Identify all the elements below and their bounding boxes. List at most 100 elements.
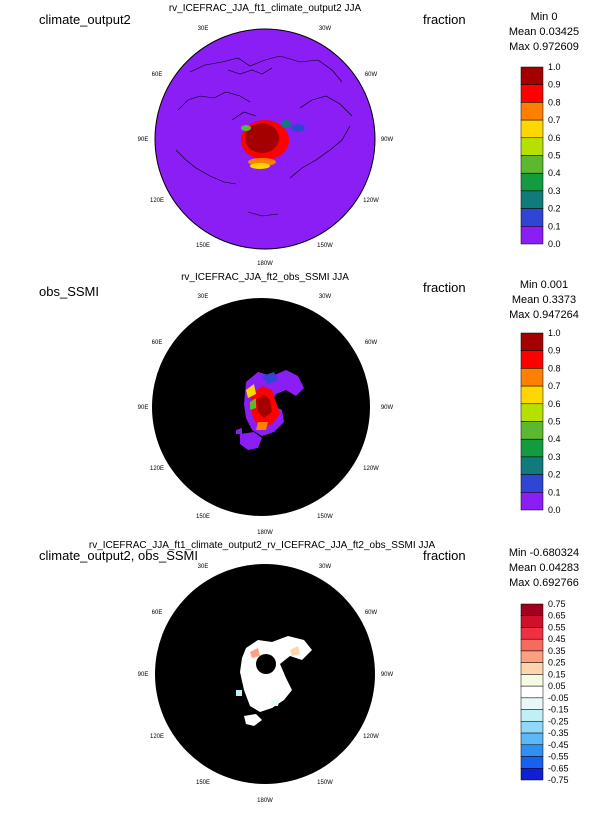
- colorbar-swatch: [520, 744, 544, 757]
- lon-label-120w: 120W: [363, 198, 379, 204]
- colorbar-swatch: [520, 438, 544, 458]
- colorbar-swatch: [520, 474, 544, 493]
- colorbar-tick-label: 0.35: [548, 646, 566, 656]
- stat-min: Min 0: [530, 11, 558, 23]
- colorbar-tick-label: 0.7: [548, 381, 561, 391]
- ice-patch: [236, 370, 304, 450]
- lon-label-150e: 150E: [196, 243, 210, 249]
- lon-label-90e: 90E: [138, 672, 149, 678]
- plot-title: rv_ICEFRAC_JJA_ft2_obs_SSMI JJA: [181, 272, 349, 283]
- colorbar-tick-label: 0.6: [548, 133, 561, 143]
- lon-label-30e: 30E: [198, 294, 209, 300]
- colorbar-tick-label: -0.45: [548, 740, 569, 750]
- lon-label-90w: 90W: [381, 137, 394, 143]
- panel-label: climate_output2, obs_SSMI: [39, 548, 198, 563]
- panel-climate-output2: climate_output2 rv_ICEFRAC_JJA_ft1_clima…: [0, 0, 606, 270]
- units-label: fraction: [423, 280, 466, 295]
- lon-label-150w: 150W: [317, 243, 333, 249]
- lon-label-90e: 90E: [138, 137, 149, 143]
- panel-label: climate_output2: [39, 12, 131, 27]
- lon-label-60e: 60E: [152, 72, 163, 78]
- colorbar-tick-label: 0.6: [548, 399, 561, 409]
- lon-labels: 30E 30W 60E 60W 90E 90W 120E 120W 150E 1…: [138, 294, 394, 536]
- colorbar-tick-label: 0.15: [548, 669, 566, 679]
- colorbar: 1.0 0.9 0.8 0.7 0.6 0.5 0.4 0.3 0.2 0.1 0.0: [520, 328, 561, 515]
- colorbar-tick-label: 0.75: [548, 599, 566, 609]
- colorbar-swatch: [520, 492, 544, 511]
- colorbar-swatch: [520, 662, 544, 675]
- units-label: fraction: [423, 12, 466, 27]
- colorbar-swatch: [520, 368, 544, 387]
- coastlines: [175, 55, 353, 217]
- colorbar-tick-label: 0.2: [548, 470, 561, 480]
- lon-labels: 30E 30W 60E 60W 90E 90W 120E 120W 150E 1…: [138, 26, 394, 267]
- colorbar-swatch: [520, 226, 544, 245]
- colorbar-tick-label: -0.15: [548, 705, 569, 715]
- colorbar-tick-label: -0.55: [548, 752, 569, 762]
- colorbar-swatch: [520, 685, 544, 699]
- colorbar-tick-label: 1.0: [548, 62, 561, 72]
- lon-label-180w: 180W: [257, 798, 273, 804]
- lon-label-30w: 30W: [319, 564, 332, 570]
- lon-label-150w: 150W: [317, 514, 333, 520]
- colorbar-tick-label: 0.1: [548, 221, 561, 231]
- colorbar-swatch: [520, 627, 544, 640]
- colorbar-swatch: [520, 756, 544, 769]
- colorbar-tick-label: 0.8: [548, 363, 561, 373]
- colorbar-tick-label: -0.65: [548, 763, 569, 773]
- difference-patch: [236, 636, 312, 726]
- stat-max: Max 0.692766: [509, 577, 579, 589]
- colorbar-tick-label: 0.25: [548, 658, 566, 668]
- lon-label-180w: 180W: [257, 261, 273, 267]
- colorbar-swatch: [520, 119, 544, 139]
- panel-label: obs_SSMI: [39, 284, 99, 299]
- colorbar-swatch: [520, 208, 544, 227]
- colorbar-swatch: [520, 650, 544, 663]
- colorbar-tick-label: 0.65: [548, 611, 566, 621]
- colorbar-tick-label: 0.5: [548, 417, 561, 427]
- lon-label-120e: 120E: [150, 466, 164, 472]
- stat-max: Max 0.947264: [509, 309, 579, 321]
- colorbar-tick-label: 0.05: [548, 681, 566, 691]
- colorbar-swatch: [520, 350, 544, 369]
- colorbar-swatch: [520, 603, 544, 616]
- colorbar-tick-label: 0.8: [548, 97, 561, 107]
- colorbar-swatch: [520, 385, 544, 405]
- colorbar-swatch: [520, 137, 544, 156]
- colorbar-swatch: [520, 172, 544, 192]
- colorbar-tick-label: 0.4: [548, 168, 561, 178]
- colorbar-swatch: [520, 674, 544, 687]
- colorbar-swatch: [520, 721, 544, 734]
- lon-label-30e: 30E: [198, 26, 209, 32]
- lon-label-120w: 120W: [363, 734, 379, 740]
- colorbar-tick-label: 0.5: [548, 151, 561, 161]
- stats-block: Min 0.001 Mean 0.3373 Max 0.947264: [489, 278, 599, 323]
- lon-label-60w: 60W: [365, 340, 378, 346]
- colorbar-tick-label: 1.0: [548, 328, 561, 338]
- colorbar-swatch: [520, 102, 544, 121]
- lon-label-90w: 90W: [381, 405, 394, 411]
- stats-block: Min -0.680324 Mean 0.04283 Max 0.692766: [489, 546, 599, 591]
- panel-obs-ssmi: obs_SSMI rv_ICEFRAC_JJA_ft2_obs_SSMI JJA…: [0, 272, 606, 542]
- polar-map: 30E 30W 60E 60W 90E 90W 120E 120W 150E 1…: [138, 564, 569, 804]
- colorbar-tick-label: 0.0: [548, 239, 561, 249]
- lon-labels: 30E 30W 60E 60W 90E 90W 120E 120W 150E 1…: [138, 564, 394, 804]
- colorbar-swatch: [520, 155, 544, 174]
- polar-map: 30E 30W 60E 60W 90E 90W 120E 120W 150E 1…: [138, 294, 561, 536]
- colorbar-swatch: [520, 697, 544, 710]
- colorbar-swatch: [520, 190, 544, 209]
- colorbar-tick-label: 0.2: [548, 204, 561, 214]
- units-label: fraction: [423, 548, 466, 563]
- stat-mean: Mean 0.04283: [508, 562, 580, 574]
- colorbar-swatch: [520, 456, 544, 475]
- colorbar-tick-label: -0.05: [548, 693, 569, 703]
- colorbar-tick-label: 0.3: [548, 186, 561, 196]
- lon-label-150e: 150E: [196, 780, 210, 786]
- stat-min: Min 0.001: [519, 279, 569, 291]
- stats-block: Min 0 Mean 0.03425 Max 0.972609: [489, 10, 599, 55]
- stat-min: Min -0.680324: [508, 547, 580, 559]
- lon-label-30w: 30W: [319, 26, 332, 32]
- lon-label-60w: 60W: [365, 610, 378, 616]
- colorbar: 0.75 0.650.55 0.45 0.35 0.250.15 0.05 -0.05 -0.…: [520, 599, 569, 785]
- lon-label-60e: 60E: [152, 610, 163, 616]
